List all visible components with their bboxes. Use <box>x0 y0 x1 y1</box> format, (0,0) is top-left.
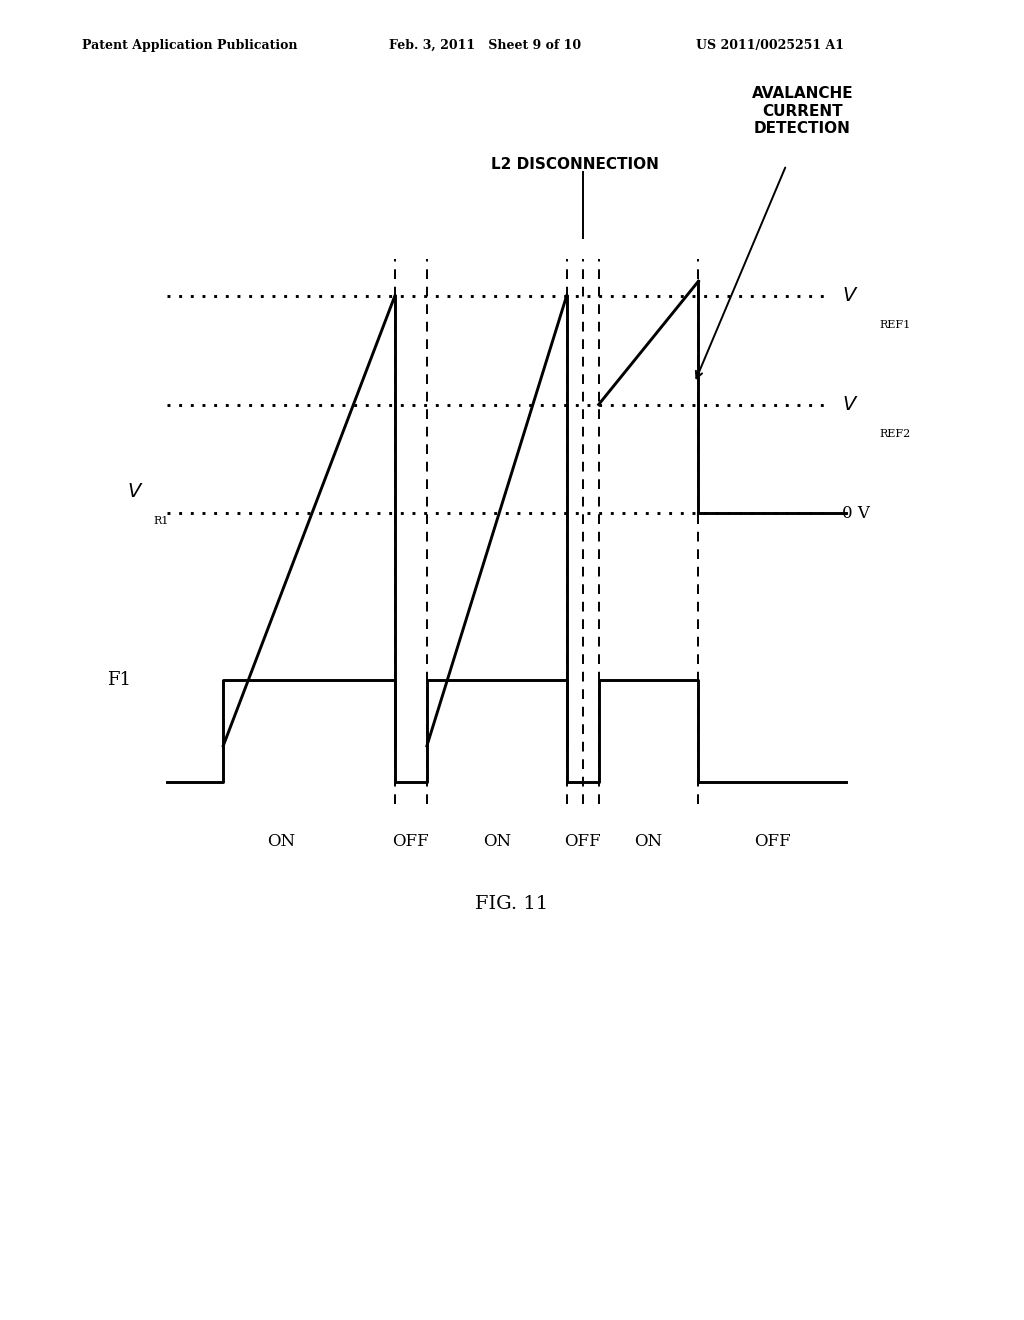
Text: OFF: OFF <box>564 833 601 850</box>
Text: ON: ON <box>482 833 511 850</box>
Text: $V$: $V$ <box>843 286 859 305</box>
Text: $V$: $V$ <box>127 483 143 500</box>
Text: Feb. 3, 2011   Sheet 9 of 10: Feb. 3, 2011 Sheet 9 of 10 <box>389 38 582 51</box>
Text: Patent Application Publication: Patent Application Publication <box>82 38 297 51</box>
Text: FIG. 11: FIG. 11 <box>475 895 549 913</box>
Text: OFF: OFF <box>392 833 429 850</box>
Text: ON: ON <box>267 833 295 850</box>
Text: 0 V: 0 V <box>843 506 870 521</box>
Text: REF2: REF2 <box>880 429 911 438</box>
Text: L2 DISCONNECTION: L2 DISCONNECTION <box>490 157 658 172</box>
Text: AVALANCHE
CURRENT
DETECTION: AVALANCHE CURRENT DETECTION <box>752 86 853 136</box>
Text: ON: ON <box>635 833 663 850</box>
Text: US 2011/0025251 A1: US 2011/0025251 A1 <box>696 38 845 51</box>
Text: $V$: $V$ <box>843 396 859 413</box>
Text: F1: F1 <box>108 672 131 689</box>
Text: R1: R1 <box>154 516 169 525</box>
Text: REF1: REF1 <box>880 319 911 330</box>
Text: OFF: OFF <box>754 833 791 850</box>
